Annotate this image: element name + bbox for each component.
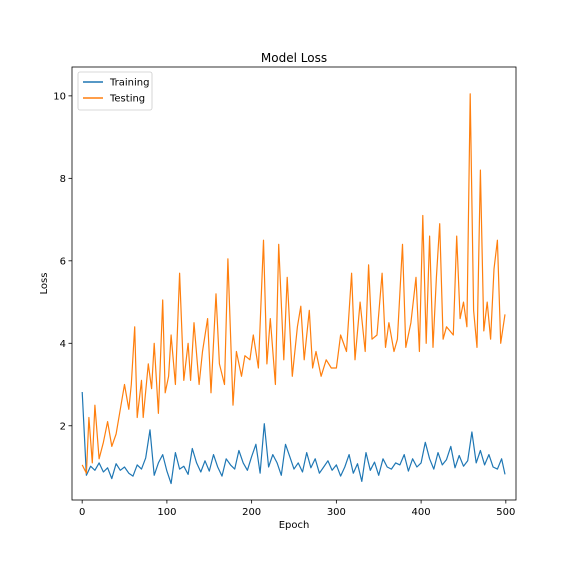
- y-tick-label: 2: [60, 421, 66, 432]
- y-tick-label: 6: [60, 256, 66, 267]
- plot-frame: [71, 66, 517, 501]
- series-line-testing: [81, 93, 506, 474]
- y-tick-label: 8: [60, 174, 66, 185]
- x-tick-label: 0: [79, 507, 85, 518]
- legend: Training Testing: [77, 71, 153, 111]
- x-tick-label: 100: [157, 507, 176, 518]
- y-tick-label: 10: [53, 91, 66, 102]
- legend-label-training: Training: [109, 78, 149, 89]
- x-tick-label: 300: [327, 507, 346, 518]
- series-lines: [81, 93, 506, 485]
- series-line-training: [81, 391, 506, 485]
- x-tick-label: 200: [242, 507, 261, 518]
- x-axis-ticks: 0 100 200 300 400 500: [79, 500, 515, 518]
- chart-title: Model Loss: [261, 51, 327, 65]
- y-axis-ticks: 2 4 6 8 10: [53, 91, 72, 432]
- x-tick-label: 400: [412, 507, 431, 518]
- legend-label-testing: Testing: [109, 94, 145, 105]
- x-tick-label: 500: [496, 507, 515, 518]
- y-axis-label: Loss: [39, 273, 50, 295]
- plot-area: 0 100 200 300 400 500 2 4 6 8 10: [53, 66, 517, 518]
- x-axis-label: Epoch: [279, 520, 310, 531]
- y-tick-label: 4: [60, 339, 66, 350]
